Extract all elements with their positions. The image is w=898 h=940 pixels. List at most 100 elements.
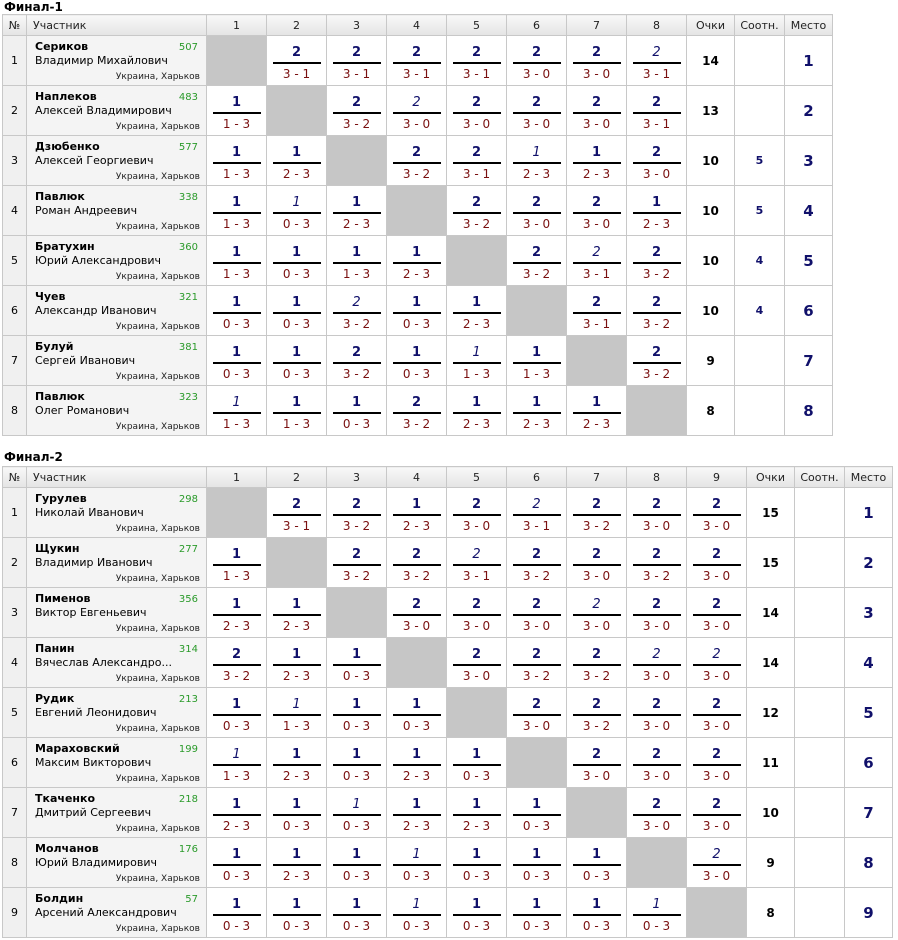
row-number: 1 [2,35,27,86]
result-score: 3 - 0 [522,619,551,633]
table-row: 6 Чуев 321 Александр Иванович Украина, Харьк… [2,285,833,336]
player-city: Украина, Харьков [115,624,200,634]
result-divider [632,262,681,264]
self-cell [206,35,267,86]
result-score: 0 - 3 [282,919,311,933]
player-cell[interactable]: Булуй 381 Сергей Иванович Украина, Харьков [26,335,207,386]
player-city: Украина, Харьков [115,122,200,132]
player-surname[interactable]: Сериков [35,40,89,53]
result-points: 1 [351,747,362,762]
player-surname[interactable]: Ткаченко [35,792,96,805]
result-cell: 2 3 - 0 [566,737,627,788]
player-cell[interactable]: Павлюк 323 Олег Романович Украина, Харьков [26,385,207,436]
result-score: 0 - 3 [222,317,251,331]
result-divider [272,814,321,816]
player-cell[interactable]: Ткаченко 218 Дмитрий Сергеевич Украина, Хар… [26,787,207,838]
result-points: 2 [351,345,362,360]
result-cell: 1 0 - 3 [386,837,447,888]
player-surname[interactable]: Пименов [35,592,91,605]
player-surname[interactable]: Панин [35,642,75,655]
player-cell[interactable]: Павлюк 338 Роман Андреевич Украина, Харьков [26,185,207,236]
result-divider [332,514,381,516]
result-divider [212,764,261,766]
result-points: 2 [531,95,542,110]
place-cell: 1 [784,35,833,86]
header-col-4: 4 [386,14,447,36]
player-first-name: Юрий Владимирович [35,856,158,869]
player-surname[interactable]: Рудик [35,692,75,705]
result-score: 0 - 3 [282,819,311,833]
player-cell[interactable]: Болдин 57 Арсений Александрович Украина, Ха… [26,887,207,938]
result-divider [632,714,681,716]
result-divider [572,614,621,616]
result-divider [572,162,621,164]
player-city: Украина, Харьков [115,222,200,232]
result-cell: 1 0 - 3 [506,837,567,888]
result-divider [512,212,561,214]
result-cell: 1 1 - 3 [206,85,267,136]
result-score: 0 - 3 [402,869,431,883]
result-points: 2 [472,547,481,562]
result-divider [332,312,381,314]
points-cell: 10 [686,285,735,336]
player-surname[interactable]: Павлюк [35,390,85,403]
player-cell[interactable]: Молчанов 176 Юрий Владимирович Украина, Хар… [26,837,207,888]
player-surname[interactable]: Щукин [35,542,80,555]
header-col-1: 1 [206,14,267,36]
player-cell[interactable]: Дзюбенко 577 Алексей Георгиевич Украина, Ха… [26,135,207,186]
result-cell: 1 1 - 3 [206,537,267,588]
result-score: 3 - 0 [642,519,671,533]
result-divider [212,312,261,314]
result-cell: 2 3 - 0 [446,487,507,538]
player-cell[interactable]: Братухин 360 Юрий Александрович Украина, Ха… [26,235,207,286]
result-divider [392,514,441,516]
player-cell[interactable]: Сериков 507 Владимир Михайлович Украина, Ха… [26,35,207,86]
result-divider [332,112,381,114]
result-cell: 2 3 - 1 [266,35,327,86]
points-cell: 14 [686,35,735,86]
player-surname[interactable]: Мараховский [35,742,120,755]
player-cell[interactable]: Панин 314 Вячеслав Александро... Украина, Х… [26,637,207,688]
player-surname[interactable]: Павлюк [35,190,85,203]
points-cell: 10 [686,135,735,186]
header-col-6: 6 [506,14,567,36]
result-score: 2 - 3 [462,317,491,331]
result-cell: 1 1 - 3 [206,737,267,788]
player-rating: 298 [178,494,198,505]
result-score: 3 - 2 [342,367,371,381]
header-num: № [2,466,27,488]
player-surname[interactable]: Дзюбенко [35,140,100,153]
player-surname[interactable]: Булуй [35,340,74,353]
result-cell: 1 0 - 3 [506,787,567,838]
player-surname[interactable]: Наплеков [35,90,97,103]
result-score: 3 - 1 [462,67,491,81]
result-score: 0 - 3 [222,367,251,381]
result-cell: 1 0 - 3 [566,887,627,938]
place-cell: 2 [784,85,833,136]
player-cell[interactable]: Чуев 321 Александр Иванович Украина, Харько… [26,285,207,336]
self-cell [266,85,327,136]
player-cell[interactable]: Гурулев 298 Николай Иванович Украина, Харьк… [26,487,207,538]
result-cell: 1 2 - 3 [626,185,687,236]
result-points: 1 [291,145,302,160]
result-points: 1 [292,697,301,712]
player-cell[interactable]: Щукин 277 Владимир Иванович Украина, Харько… [26,537,207,588]
player-surname[interactable]: Болдин [35,892,84,905]
result-divider [272,312,321,314]
player-surname[interactable]: Молчанов [35,842,99,855]
result-score: 2 - 3 [642,217,671,231]
result-points: 2 [471,647,482,662]
player-cell[interactable]: Пименов 356 Виктор Евгеньевич Украина, Харь… [26,587,207,638]
result-score: 2 - 3 [282,619,311,633]
player-cell[interactable]: Рудик 213 Евгений Леонидович Украина, Харьк… [26,687,207,738]
player-surname[interactable]: Чуев [35,290,66,303]
result-points: 1 [471,847,482,862]
player-rating: 338 [178,192,198,203]
player-cell[interactable]: Мараховский 199 Максим Викторович Украина, … [26,737,207,788]
player-cell[interactable]: Наплеков 483 Алексей Владимирович Украина, … [26,85,207,136]
player-surname[interactable]: Гурулев [35,492,87,505]
table-row: 3 Пименов 356 Виктор Евгеньевич Украина, Хар… [2,587,893,638]
result-divider [392,814,441,816]
result-score: 0 - 3 [462,919,491,933]
player-surname[interactable]: Братухин [35,240,95,253]
